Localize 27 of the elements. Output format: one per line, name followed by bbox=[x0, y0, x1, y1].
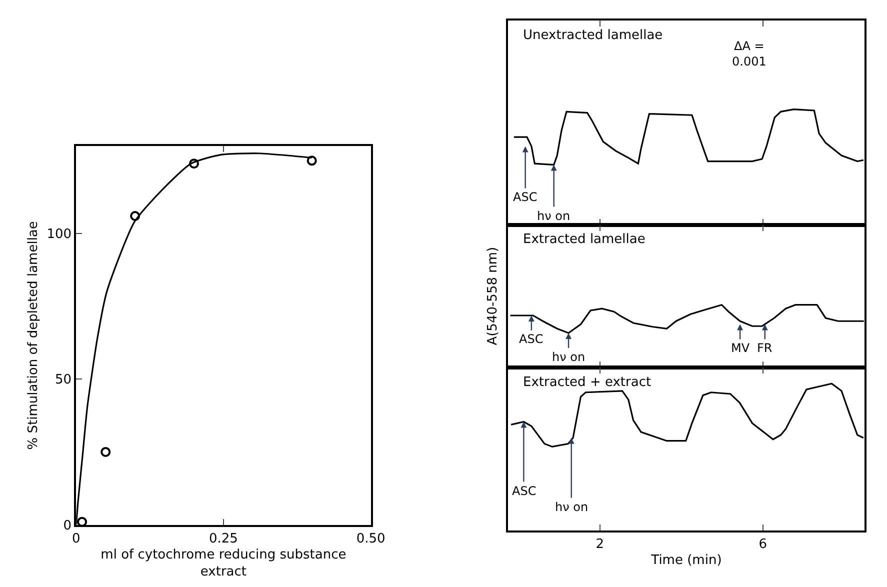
x-axis-title: Time (min) bbox=[650, 553, 722, 568]
annotation: hν on bbox=[537, 209, 570, 223]
point bbox=[188, 158, 199, 169]
annotation: ASC bbox=[513, 190, 538, 204]
annotation: hν on bbox=[552, 350, 586, 364]
y-tick-label: 100 bbox=[46, 227, 72, 242]
chart-title: Extracted + extract bbox=[523, 375, 652, 390]
y-axis-title: A(540-558 nm) bbox=[486, 246, 501, 346]
point bbox=[306, 156, 317, 166]
annotation: MV bbox=[731, 341, 750, 355]
annotation: hν on bbox=[555, 500, 588, 514]
x-tick-label: 6 bbox=[758, 537, 767, 552]
x-tick-label: 0.50 bbox=[356, 531, 386, 546]
annotation: FR bbox=[757, 341, 772, 355]
chart-title: Extracted lamellae bbox=[523, 232, 646, 247]
y-axis-title: % Stimulation of depleted lamellae bbox=[26, 221, 42, 450]
chart-title: Unextracted lamellae bbox=[523, 28, 663, 43]
y-tick-label: 0 bbox=[63, 518, 72, 534]
x-tick-label: 0.25 bbox=[208, 531, 238, 546]
point bbox=[100, 446, 111, 457]
x-axis-title: ml of cytochrome reducing substance extract bbox=[100, 547, 346, 580]
x-tick-label: 2 bbox=[596, 537, 604, 552]
text: ΔA = 0.001 bbox=[732, 39, 766, 69]
y-tick-label: 50 bbox=[54, 372, 72, 388]
point bbox=[130, 211, 140, 222]
annotation: ASC bbox=[519, 332, 544, 346]
annotation: ASC bbox=[512, 484, 536, 498]
